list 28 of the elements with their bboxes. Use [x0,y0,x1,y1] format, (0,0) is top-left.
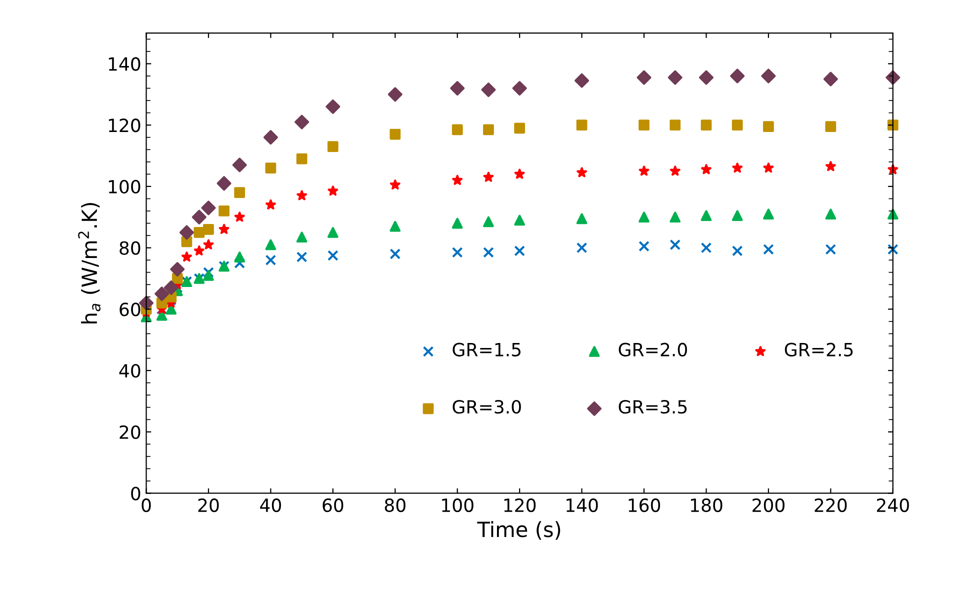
x-tick-label: 240 [876,498,909,512]
y-tick-label: 0 [131,486,140,500]
y-tick-label: 20 [120,425,140,439]
x-tick-label: 200 [752,498,784,512]
x-tick-label: 20 [198,498,219,512]
legend-label: GR=2.0 [618,342,687,356]
legend-label: GR=1.5 [452,342,521,356]
x-tick-label: 40 [260,498,281,512]
x-axis-title: Time (s) [477,521,560,540]
y-tick-label: 100 [108,180,140,194]
x-tick-label: 80 [384,498,406,512]
legend-label: GR=2.5 [784,342,853,356]
x-tick-label: 180 [690,498,722,512]
legend-label: GR=3.5 [618,400,687,414]
y-tick-label: 60 [120,302,140,316]
x-tick-label: 120 [504,498,536,512]
y-axis-title: h$_{a}$ (W/m$^{2}$.K) [78,202,101,324]
legend-label: GR=3.0 [452,400,521,414]
y-tick-label: 120 [108,118,140,132]
x-tick-label: 0 [142,498,151,512]
x-tick-label: 160 [628,498,660,512]
x-tick-label: 220 [814,498,847,512]
y-tick-label: 40 [119,364,140,378]
x-tick-label: 140 [566,498,598,512]
y-tick-label: 80 [120,241,140,255]
x-tick-label: 60 [322,498,344,512]
x-tick-label: 100 [442,498,474,512]
y-tick-label: 140 [108,57,140,71]
